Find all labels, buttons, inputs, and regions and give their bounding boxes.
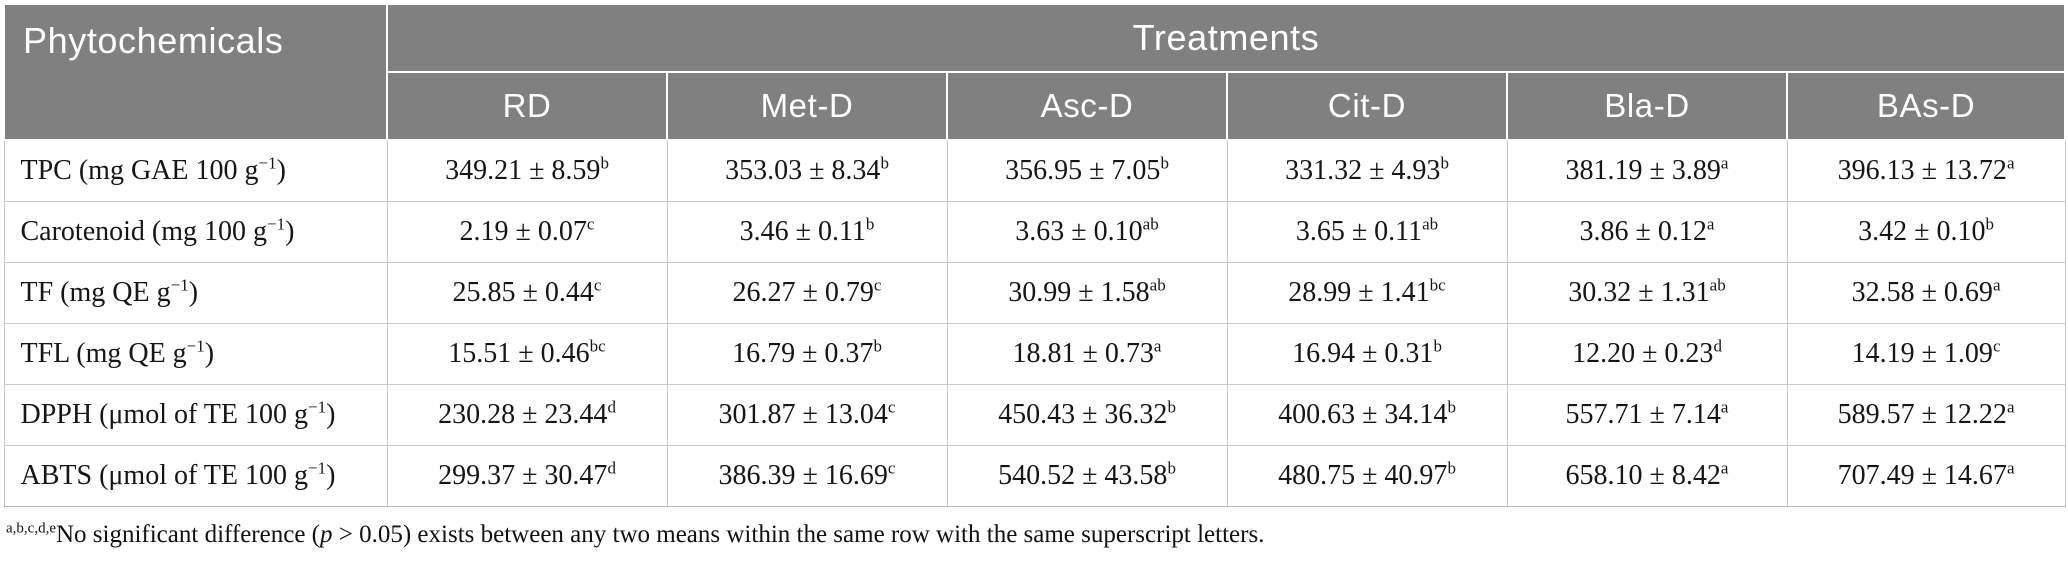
row-label: ABTS (μmol of TE 100 g−1) bbox=[3, 444, 388, 507]
data-cell: 480.75 ± 40.97b bbox=[1226, 444, 1508, 507]
data-cell: 3.46 ± 0.11b bbox=[666, 200, 948, 263]
column-header-bas-d: BAs-D bbox=[1785, 71, 2067, 141]
data-cell: 230.28 ± 23.44d bbox=[386, 383, 668, 446]
column-header-asc-d: Asc-D bbox=[946, 71, 1228, 141]
data-cell: 400.63 ± 34.14b bbox=[1226, 383, 1508, 446]
data-cell: 331.32 ± 4.93b bbox=[1226, 139, 1508, 202]
data-cell: 3.63 ± 0.10ab bbox=[946, 200, 1228, 263]
data-cell: 32.58 ± 0.69a bbox=[1786, 261, 2066, 324]
data-cell: 3.86 ± 0.12a bbox=[1506, 200, 1788, 263]
data-cell: 26.27 ± 0.79c bbox=[666, 261, 948, 324]
data-cell: 589.57 ± 12.22a bbox=[1786, 383, 2066, 446]
data-cell: 18.81 ± 0.73a bbox=[946, 322, 1228, 385]
row-label: DPPH (μmol of TE 100 g−1) bbox=[3, 383, 388, 446]
footnote-text-post: > 0.05) exists between any two means wit… bbox=[332, 520, 1265, 548]
table-row: TF (mg QE g−1) 25.85 ± 0.44c 26.27 ± 0.79c… bbox=[3, 261, 2066, 324]
data-cell: 28.99 ± 1.41bc bbox=[1226, 261, 1508, 324]
data-cell: 16.94 ± 0.31b bbox=[1226, 322, 1508, 385]
data-cell: 2.19 ± 0.07c bbox=[386, 200, 668, 263]
row-label: Carotenoid (mg 100 g−1) bbox=[3, 200, 388, 263]
data-cell: 540.52 ± 43.58b bbox=[946, 444, 1228, 507]
data-cell: 25.85 ± 0.44c bbox=[386, 261, 668, 324]
footnote: a,b,c,d,eNo significant difference (p > … bbox=[6, 521, 2065, 549]
data-cell: 386.39 ± 16.69c bbox=[666, 444, 948, 507]
data-cell: 353.03 ± 8.34b bbox=[666, 139, 948, 202]
data-cell: 301.87 ± 13.04c bbox=[666, 383, 948, 446]
data-cell: 15.51 ± 0.46bc bbox=[386, 322, 668, 385]
table-body: TPC (mg GAE 100 g−1) 349.21 ± 8.59b 353.03… bbox=[3, 139, 2066, 507]
column-header-bla-d: Bla-D bbox=[1506, 71, 1788, 141]
row-label: TPC (mg GAE 100 g−1) bbox=[3, 139, 388, 202]
phytochemicals-table: Phytochemicals Treatments RD Met-D Asc-D… bbox=[3, 3, 2067, 507]
table-row: Carotenoid (mg 100 g−1) 2.19 ± 0.07c 3.46 … bbox=[3, 200, 2066, 263]
table-row: DPPH (μmol of TE 100 g−1) 230.28 ± 23.44d… bbox=[3, 383, 2066, 446]
data-cell: 30.99 ± 1.58ab bbox=[946, 261, 1228, 324]
footnote-superscript-letters: a,b,c,d,e bbox=[6, 520, 56, 537]
column-header-row: RD Met-D Asc-D Cit-D Bla-D BAs-D bbox=[4, 71, 2067, 141]
data-cell: 12.20 ± 0.23d bbox=[1506, 322, 1788, 385]
row-label: TF (mg QE g−1) bbox=[3, 261, 388, 324]
footnote-text-pre: No significant difference ( bbox=[55, 520, 320, 548]
data-cell: 381.19 ± 3.89a bbox=[1506, 139, 1788, 202]
data-cell: 3.42 ± 0.10b bbox=[1786, 200, 2066, 263]
column-header-rd: RD bbox=[386, 71, 668, 141]
data-cell: 707.49 ± 14.67a bbox=[1786, 444, 2066, 507]
column-header-met-d: Met-D bbox=[666, 71, 948, 141]
data-cell: 658.10 ± 8.42a bbox=[1506, 444, 1788, 507]
column-header-cit-d: Cit-D bbox=[1226, 71, 1508, 141]
footnote-p-symbol: p bbox=[320, 520, 333, 548]
data-cell: 3.65 ± 0.11ab bbox=[1226, 200, 1508, 263]
data-cell: 557.71 ± 7.14a bbox=[1506, 383, 1788, 446]
table-row: ABTS (μmol of TE 100 g−1) 299.37 ± 30.47d… bbox=[3, 444, 2066, 507]
data-cell: 356.95 ± 7.05b bbox=[946, 139, 1228, 202]
group-header-row: Phytochemicals Treatments bbox=[3, 3, 2067, 141]
data-cell: 30.32 ± 1.31ab bbox=[1506, 261, 1788, 324]
table-row: TFL (mg QE g−1) 15.51 ± 0.46bc 16.79 ± 0.3… bbox=[3, 322, 2066, 385]
data-cell: 14.19 ± 1.09c bbox=[1786, 322, 2066, 385]
phytochemicals-header: Phytochemicals bbox=[3, 3, 388, 141]
data-cell: 396.13 ± 13.72a bbox=[1786, 139, 2066, 202]
treatments-header: Treatments bbox=[385, 3, 2067, 73]
data-cell: 16.79 ± 0.37b bbox=[666, 322, 948, 385]
data-cell: 349.21 ± 8.59b bbox=[386, 139, 668, 202]
table-row: TPC (mg GAE 100 g−1) 349.21 ± 8.59b 353.03… bbox=[3, 139, 2066, 202]
data-cell: 450.43 ± 36.32b bbox=[946, 383, 1228, 446]
data-cell: 299.37 ± 30.47d bbox=[386, 444, 668, 507]
row-label: TFL (mg QE g−1) bbox=[3, 322, 388, 385]
